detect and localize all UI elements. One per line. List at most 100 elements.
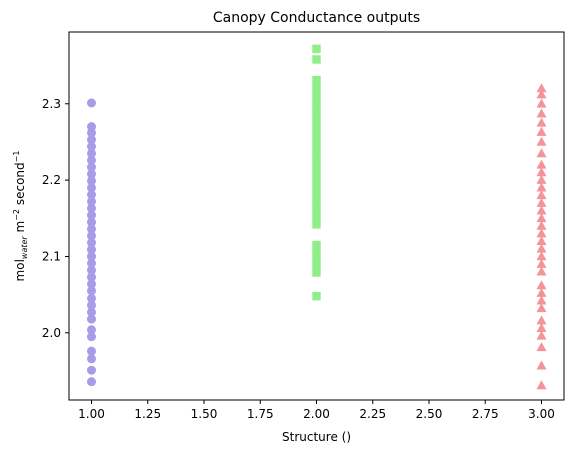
data-point-triangle [536, 303, 547, 313]
data-point-circle [87, 293, 96, 303]
x-tick-label: 1.00 [78, 407, 105, 421]
data-point-circle [87, 210, 96, 220]
data-point-circle [87, 196, 96, 206]
data-point-circle [87, 98, 96, 108]
data-point-square [312, 130, 321, 140]
x-tick-label: 1.50 [191, 407, 218, 421]
y-label-exponent-1: −2 [12, 209, 21, 221]
data-point-triangle [536, 258, 547, 268]
data-point-square [312, 254, 321, 263]
data-point-triangle [536, 235, 547, 245]
data-point-square [312, 220, 321, 229]
data-point-triangle [536, 287, 547, 297]
data-point-square [312, 172, 321, 181]
data-point-circle [87, 183, 96, 193]
data-point-triangle [536, 126, 547, 136]
y-label-exponent-2: −1 [12, 151, 21, 163]
x-axis: 1.00 1.25 1.50 1.75 2.00 2.25 2.50 2.75 3.00 [78, 400, 555, 421]
data-point-circle [87, 332, 96, 342]
data-point-circle [87, 190, 96, 200]
y-tick-label: 2.0 [42, 326, 61, 340]
data-point-triangle [536, 220, 547, 230]
data-point-square [312, 206, 321, 215]
x-tick-label: 1.25 [134, 407, 161, 421]
data-point-circle [87, 155, 96, 165]
chart-title: Canopy Conductance outputs [213, 10, 420, 26]
data-point-square [312, 110, 321, 119]
data-point-triangle [536, 182, 547, 192]
data-point-triangle [536, 266, 547, 276]
data-point-square [312, 144, 321, 154]
data-point-square [312, 151, 321, 160]
data-point-circle [87, 354, 96, 364]
data-point-circle [87, 265, 96, 275]
data-point-triangle [536, 213, 547, 223]
data-point-triangle [536, 205, 547, 215]
y-label-middle: m [13, 221, 27, 237]
data-point-circle [87, 217, 96, 227]
data-point-triangle [536, 108, 547, 118]
y-label-subscript: water [20, 236, 29, 260]
data-point-triangle [536, 251, 547, 261]
data-point-square [312, 213, 321, 222]
data-point-circle [87, 258, 96, 268]
data-point-triangle [536, 148, 547, 158]
x-tick-label: 1.75 [247, 407, 274, 421]
data-point-circle [87, 169, 96, 179]
data-point-circle [87, 245, 96, 255]
data-point-square [312, 178, 321, 188]
data-point-circle [87, 279, 96, 289]
y-tick-label: 2.3 [42, 97, 61, 111]
data-point-circle [87, 325, 96, 335]
data-point-square [312, 117, 321, 126]
data-point-triangle [536, 380, 547, 390]
x-tick-label: 2.00 [303, 407, 330, 421]
data-point-circle [87, 203, 96, 213]
data-point-square [312, 261, 321, 270]
data-point-triangle [536, 117, 547, 127]
x-tick-label: 2.75 [472, 407, 499, 421]
y-label-unit-2: second [13, 162, 27, 209]
x-tick-label: 2.25 [359, 407, 386, 421]
data-point-square [312, 185, 321, 195]
data-point-triangle [536, 360, 547, 370]
data-point-circle [87, 122, 96, 132]
data-point-square [312, 158, 321, 167]
data-point-triangle [536, 167, 547, 177]
data-point-square [312, 103, 321, 112]
data-point-square [312, 123, 321, 133]
data-point-circle [87, 365, 96, 375]
data-point-triangle [536, 323, 547, 333]
data-point-square [312, 165, 321, 174]
data-point-triangle [536, 190, 547, 200]
y-axis: 2.0 2.1 2.2 2.3 [42, 97, 69, 340]
data-point-square [312, 268, 321, 277]
data-point-triangle [536, 98, 547, 108]
data-point-circle [87, 231, 96, 241]
data-point-triangle [536, 330, 547, 340]
data-point-triangle [536, 280, 547, 290]
data-point-circle [87, 377, 96, 387]
data-point-circle [87, 286, 96, 296]
data-point-circle [87, 142, 96, 152]
data-point-circle [87, 251, 96, 261]
data-point-square [312, 55, 321, 64]
data-point-triangle [536, 174, 547, 184]
data-point-circle [87, 314, 96, 324]
data-points [87, 44, 547, 390]
data-point-triangle [536, 89, 547, 99]
data-point-triangle [536, 315, 547, 325]
data-point-triangle [536, 295, 547, 305]
data-point-square [312, 75, 321, 85]
data-point-circle [87, 148, 96, 158]
data-point-square [312, 89, 321, 99]
y-tick-label: 2.2 [42, 173, 61, 187]
data-point-triangle [536, 197, 547, 207]
y-axis-label: molwater m−2 second−1 [12, 151, 29, 282]
data-point-square [312, 247, 321, 257]
data-point-triangle [536, 159, 547, 169]
data-point-triangle [536, 342, 547, 352]
data-point-circle [87, 307, 96, 317]
y-tick-label: 2.1 [42, 249, 61, 263]
